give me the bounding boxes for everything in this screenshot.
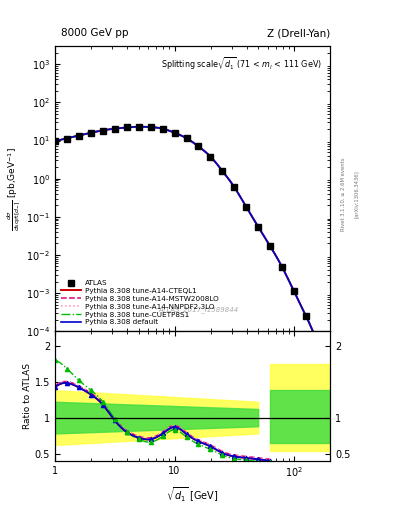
ATLAS	[220, 168, 225, 174]
Line: Pythia 8.308 tune-CUETP8S1: Pythia 8.308 tune-CUETP8S1	[55, 127, 322, 355]
Pythia 8.308 tune-A14-NNPDF2.3LO	[221, 169, 226, 175]
Pythia 8.308 tune-A14-MSTW2008LO	[140, 124, 145, 130]
Pythia 8.308 tune-CUETP8S1	[138, 124, 143, 130]
Pythia 8.308 tune-A14-MSTW2008LO	[247, 209, 252, 216]
Line: Pythia 8.308 tune-A14-NNPDF2.3LO: Pythia 8.308 tune-A14-NNPDF2.3LO	[55, 127, 322, 355]
Pythia 8.308 tune-CUETP8S1	[246, 207, 250, 214]
Pythia 8.308 tune-A14-MSTW2008LO	[53, 138, 57, 144]
ATLAS	[65, 136, 70, 142]
Pythia 8.308 tune-A14-MSTW2008LO	[221, 169, 226, 175]
Text: 8000 GeV pp: 8000 GeV pp	[61, 28, 129, 38]
Pythia 8.308 tune-A14-NNPDF2.3LO	[140, 124, 145, 130]
Pythia 8.308 default	[320, 352, 324, 358]
ATLAS	[244, 204, 249, 210]
ATLAS	[76, 133, 81, 139]
Pythia 8.308 tune-A14-CTEQL1	[247, 209, 252, 216]
Pythia 8.308 tune-A14-MSTW2008LO	[320, 352, 324, 358]
Pythia 8.308 default	[85, 131, 90, 137]
ATLAS	[124, 124, 129, 131]
Y-axis label: Ratio to ATLAS: Ratio to ATLAS	[23, 363, 32, 429]
Text: Z (Drell-Yan): Z (Drell-Yan)	[267, 28, 330, 38]
ATLAS	[89, 130, 94, 136]
ATLAS	[196, 143, 201, 150]
Pythia 8.308 tune-CUETP8S1	[140, 124, 145, 130]
ATLAS	[172, 130, 177, 136]
ATLAS	[316, 342, 320, 348]
Text: ATLAS_2017_I1589844: ATLAS_2017_I1589844	[158, 306, 238, 313]
Text: Rivet 3.1.10, ≥ 2.6M events: Rivet 3.1.10, ≥ 2.6M events	[341, 158, 346, 231]
ATLAS	[136, 124, 141, 130]
Pythia 8.308 tune-A14-CTEQL1	[320, 352, 324, 358]
Line: Pythia 8.308 default: Pythia 8.308 default	[55, 127, 322, 355]
Pythia 8.308 tune-A14-NNPDF2.3LO	[320, 352, 324, 358]
Pythia 8.308 tune-A14-CTEQL1	[138, 124, 143, 130]
Pythia 8.308 tune-A14-CTEQL1	[140, 124, 145, 130]
Pythia 8.308 tune-A14-MSTW2008LO	[85, 131, 90, 137]
Pythia 8.308 tune-A14-NNPDF2.3LO	[85, 131, 90, 137]
Pythia 8.308 default	[159, 125, 163, 132]
ATLAS	[268, 243, 273, 249]
Pythia 8.308 tune-CUETP8S1	[159, 125, 163, 132]
Pythia 8.308 tune-CUETP8S1	[85, 131, 90, 137]
Pythia 8.308 tune-A14-MSTW2008LO	[159, 125, 163, 132]
ATLAS	[232, 184, 237, 190]
Pythia 8.308 tune-A14-NNPDF2.3LO	[247, 209, 252, 216]
Pythia 8.308 tune-A14-MSTW2008LO	[246, 207, 250, 214]
ATLAS	[148, 124, 153, 130]
Pythia 8.308 tune-A14-NNPDF2.3LO	[159, 125, 163, 132]
ATLAS	[53, 138, 57, 144]
Pythia 8.308 tune-A14-CTEQL1	[159, 125, 163, 132]
Pythia 8.308 tune-A14-CTEQL1	[85, 131, 90, 137]
Line: Pythia 8.308 tune-A14-MSTW2008LO: Pythia 8.308 tune-A14-MSTW2008LO	[55, 127, 322, 355]
Pythia 8.308 tune-A14-MSTW2008LO	[138, 124, 143, 130]
Legend: ATLAS, Pythia 8.308 tune-A14-CTEQL1, Pythia 8.308 tune-A14-MSTW2008LO, Pythia 8.: ATLAS, Pythia 8.308 tune-A14-CTEQL1, Pyt…	[59, 278, 220, 328]
Pythia 8.308 tune-A14-NNPDF2.3LO	[53, 138, 57, 144]
Pythia 8.308 tune-CUETP8S1	[247, 209, 252, 216]
Pythia 8.308 tune-CUETP8S1	[221, 169, 226, 175]
Pythia 8.308 default	[246, 207, 250, 214]
ATLAS	[160, 125, 165, 132]
Pythia 8.308 default	[247, 209, 252, 216]
Pythia 8.308 tune-CUETP8S1	[320, 352, 324, 358]
ATLAS	[208, 154, 213, 160]
ATLAS	[112, 125, 117, 132]
Pythia 8.308 default	[138, 124, 143, 130]
Pythia 8.308 tune-A14-CTEQL1	[246, 207, 250, 214]
Pythia 8.308 default	[221, 169, 226, 175]
Pythia 8.308 tune-A14-CTEQL1	[221, 169, 226, 175]
Pythia 8.308 tune-A14-NNPDF2.3LO	[138, 124, 143, 130]
Text: [arXiv:1306.3436]: [arXiv:1306.3436]	[354, 170, 359, 219]
ATLAS	[101, 127, 105, 134]
Y-axis label: $\frac{d\sigma}{d\mathrm{sqrt}[d_{-}]}$ [pb,GeV$^{-1}$]: $\frac{d\sigma}{d\mathrm{sqrt}[d_{-}]}$ …	[6, 146, 23, 230]
Pythia 8.308 tune-A14-CTEQL1	[53, 138, 57, 144]
Pythia 8.308 default	[53, 138, 57, 144]
ATLAS	[184, 135, 189, 141]
Line: ATLAS: ATLAS	[52, 123, 321, 348]
ATLAS	[256, 224, 261, 230]
Pythia 8.308 default	[140, 124, 145, 130]
ATLAS	[280, 264, 285, 270]
ATLAS	[292, 288, 296, 294]
Pythia 8.308 tune-A14-NNPDF2.3LO	[246, 207, 250, 214]
Line: Pythia 8.308 tune-A14-CTEQL1: Pythia 8.308 tune-A14-CTEQL1	[55, 127, 322, 355]
Pythia 8.308 tune-CUETP8S1	[53, 138, 57, 144]
ATLAS	[304, 313, 309, 319]
Text: Splitting scale$\sqrt{d_1}$ (71 < $m_l$ < 111 GeV): Splitting scale$\sqrt{d_1}$ (71 < $m_l$ …	[161, 55, 322, 72]
X-axis label: $\sqrt{d_1}$ [GeV]: $\sqrt{d_1}$ [GeV]	[166, 485, 219, 504]
